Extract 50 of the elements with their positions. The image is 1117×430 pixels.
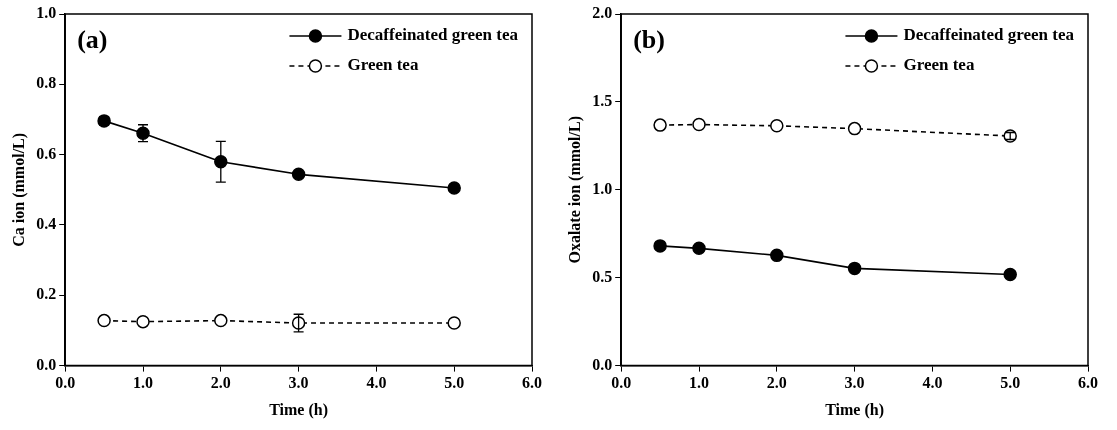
point [214, 154, 228, 169]
y-tick-label: 1.0 [36, 4, 57, 22]
x-axis-title: Time (h) [269, 400, 329, 419]
point [447, 181, 461, 195]
x-tick-label: 3.0 [844, 374, 865, 392]
point [653, 239, 667, 253]
x-tick-label: 2.0 [766, 374, 787, 392]
legend-label: Green tea [903, 55, 975, 75]
point [847, 121, 862, 136]
y-tick-label: 2.0 [592, 4, 613, 22]
y-tick-label: 1.0 [592, 179, 613, 197]
legend-label: Decaffeinated green tea [903, 25, 1075, 45]
x-tick-label: 0.0 [611, 374, 632, 392]
x-tick-label: 4.0 [366, 374, 387, 392]
x-tick-label: 2.0 [210, 374, 231, 392]
x-tick-label: 5.0 [444, 374, 465, 392]
y-tick-label: 0.0 [36, 355, 57, 373]
point [136, 314, 150, 329]
point [291, 167, 306, 182]
y-tick-label: 0.2 [36, 285, 57, 303]
point [770, 119, 784, 133]
legend-label: Green tea [347, 55, 419, 75]
y-tick-label: 0.8 [36, 74, 57, 92]
x-axis-title: Time (h) [825, 400, 885, 419]
point [692, 117, 706, 132]
x-tick-label: 0.0 [55, 374, 76, 392]
x-tick-label: 4.0 [922, 374, 943, 392]
y-axis-title: Oxalate ion (mmol/L) [565, 116, 584, 264]
y-tick-label: 0.0 [592, 355, 613, 373]
x-tick-label: 1.0 [689, 374, 709, 392]
point [653, 118, 667, 132]
point [97, 313, 111, 328]
x-tick-label: 6.0 [1078, 374, 1098, 392]
x-tick-label: 6.0 [522, 374, 542, 392]
annotation: (b) [633, 24, 665, 54]
y-tick-label: 1.5 [592, 92, 613, 110]
y-axis-title: Ca ion (mmol/L) [9, 132, 28, 247]
x-tick-label: 5.0 [1000, 374, 1021, 392]
point [847, 261, 862, 276]
legend-label: Decaffeinated green tea [347, 25, 519, 45]
y-tick-label: 0.5 [592, 267, 613, 285]
y-tick-label: 0.6 [36, 144, 57, 162]
point [447, 316, 461, 330]
point [214, 313, 228, 328]
point [692, 241, 706, 256]
annotation: (a) [77, 24, 108, 54]
x-tick-label: 3.0 [288, 374, 309, 392]
y-tick-label: 0.4 [36, 215, 57, 233]
point [770, 248, 784, 263]
x-tick-label: 1.0 [133, 374, 153, 392]
